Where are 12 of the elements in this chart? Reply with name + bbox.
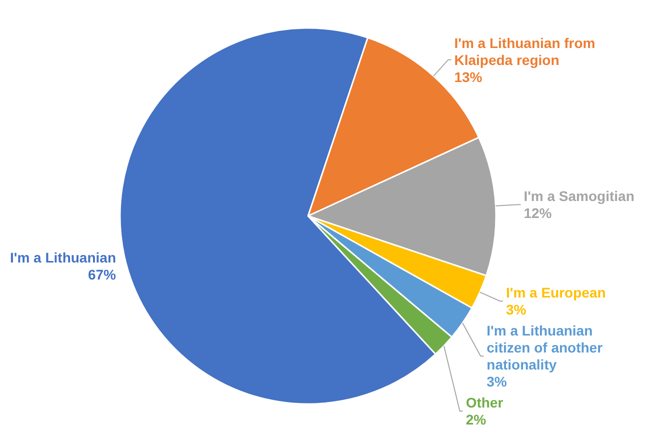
data-label: 3% (506, 302, 527, 318)
slice-label: I'm a Lithuanian from Klaipeda region (454, 34, 596, 68)
data-label: 12% (524, 205, 552, 222)
data-label: 2% (466, 412, 487, 428)
slice-label: I'm a European (506, 284, 606, 301)
slice-label: I'm a Lithuanian citizen of another nationality (486, 322, 604, 373)
slice-label: Other (466, 394, 504, 411)
data-label: 13% (454, 68, 483, 85)
data-label: 67% (88, 266, 117, 283)
slice-label: I'm a Lithuanian (10, 250, 116, 266)
slice-label: I'm a Samogitian (524, 188, 634, 204)
data-label: 3% (486, 374, 508, 390)
